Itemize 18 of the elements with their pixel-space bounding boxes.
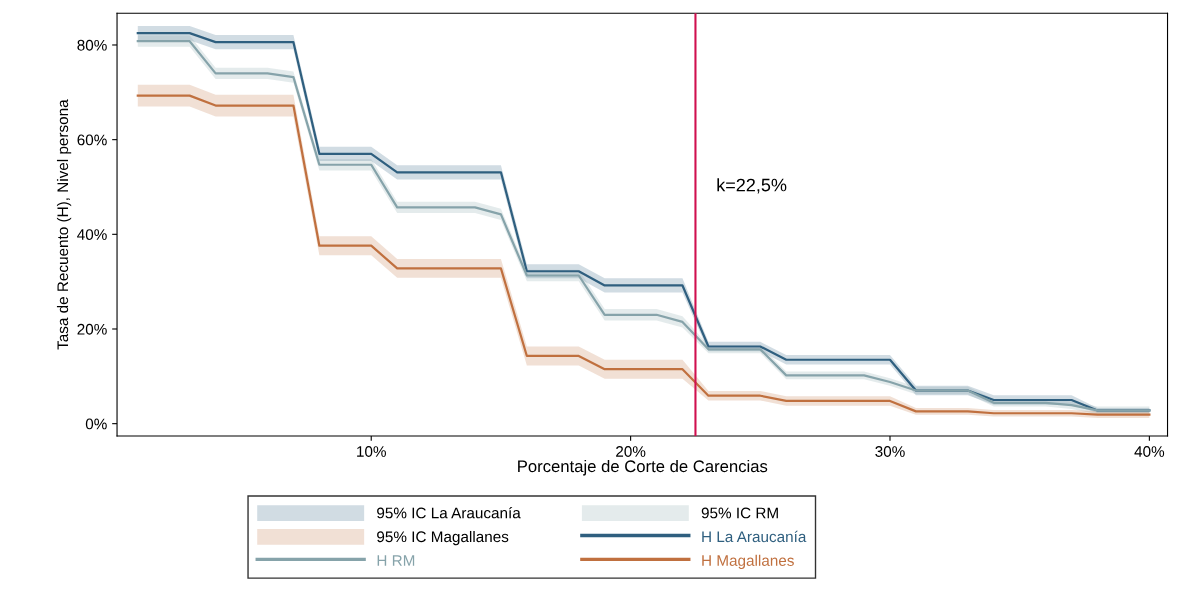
text: 95% IC Magallanes [377,530,509,546]
text: 95% IC La Araucanía [377,506,521,519]
x-axis-title: Porcentaje de Corte de Carencias [518,459,768,476]
text: H Magallanes [702,554,794,569]
x-tick-label: 20% [616,446,646,457]
x-tick-label: 10% [357,446,386,457]
y-tick-label: 20% [77,323,107,335]
text: H La Araucanía [702,530,807,543]
x-tick-label: 40% [1134,446,1165,457]
y-tick-label: 80% [77,39,107,51]
x-tick-label: 30% [875,446,905,457]
y-axis-title: Tasa de Recuento (H), Nivel persona [56,99,72,350]
ref-line-label: k=22,5% [717,178,787,194]
text: 95% IC RM [701,507,778,519]
y-tick-label: 0% [85,418,107,430]
y-tick-label: 60% [77,134,107,146]
text: H RM [377,555,415,566]
y-tick-label: 40% [77,229,107,241]
